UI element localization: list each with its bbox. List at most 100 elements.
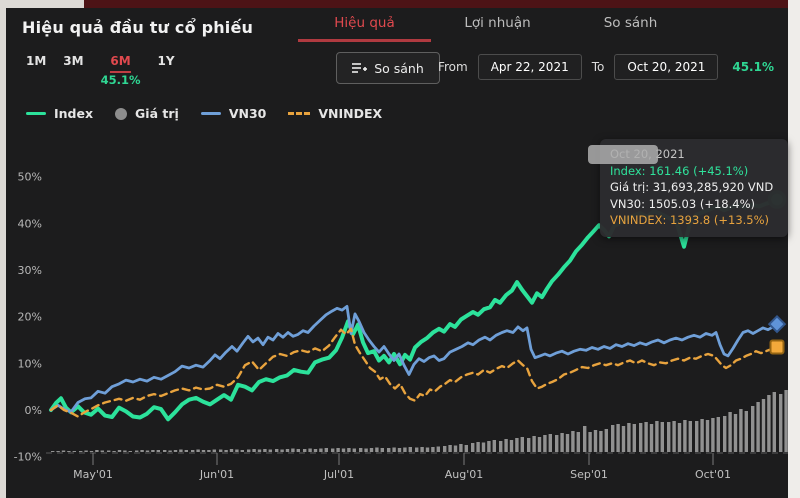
volume-bar xyxy=(555,435,559,452)
compare-button[interactable]: So sánh xyxy=(336,52,440,84)
volume-bar xyxy=(352,448,356,452)
vnindex-dash-swatch xyxy=(288,112,311,115)
volume-bar xyxy=(145,450,150,452)
volume-bar xyxy=(408,447,412,452)
volume-bar xyxy=(677,423,682,452)
volume-bar xyxy=(700,419,704,452)
y-axis-label: 30% xyxy=(18,264,42,277)
volume-bar xyxy=(509,440,514,452)
from-date-input[interactable]: Apr 22, 2021 xyxy=(477,54,582,80)
volume-bar xyxy=(168,450,172,452)
range-3m[interactable]: 3M xyxy=(63,54,84,68)
range-6m[interactable]: 6M 45.1% xyxy=(100,54,141,87)
tab-hieu-qua[interactable]: Hiệu quả xyxy=(298,8,431,42)
browser-top-strip xyxy=(84,0,790,9)
chart-area[interactable]: 50% 40% 30% 20% 10% 0% -10% May'01 Jun'01 Jul'01 A… xyxy=(6,134,788,498)
volume-bar xyxy=(252,449,256,452)
volume-bar xyxy=(593,430,598,452)
volume-bar xyxy=(89,451,94,452)
vn30-line-swatch xyxy=(200,112,221,115)
volume-bar xyxy=(627,423,631,452)
legend-vnindex[interactable]: VNINDEX xyxy=(288,106,382,121)
volume-bar xyxy=(425,447,430,452)
to-date-input[interactable]: Oct 20, 2021 xyxy=(614,54,719,80)
volume-bar xyxy=(135,450,139,452)
volume-bar xyxy=(632,424,636,452)
volume-bar xyxy=(448,445,452,452)
volume-bar xyxy=(84,450,88,452)
volume-bar xyxy=(644,422,648,452)
legend-vnindex-label: VNINDEX xyxy=(318,106,383,121)
volume-bar xyxy=(688,421,692,452)
volume-bar xyxy=(336,448,340,452)
legend-index[interactable]: Index xyxy=(26,106,93,121)
volume-bar xyxy=(207,450,211,452)
vn30-end-marker xyxy=(767,314,787,334)
compare-button-label: So sánh xyxy=(374,60,424,76)
tooltip-index-row: Index: 161.46 (+45.1%) xyxy=(610,163,749,178)
index-line-swatch xyxy=(26,112,46,115)
volume-bar xyxy=(761,399,766,452)
volume-bar xyxy=(224,450,228,452)
volume-bar xyxy=(235,449,239,452)
volume-bar xyxy=(459,444,463,452)
volume-bar xyxy=(51,451,55,452)
volume-bar xyxy=(257,449,262,452)
volume-bar xyxy=(319,448,323,452)
volume-bar xyxy=(733,414,738,452)
volume-bar xyxy=(240,450,244,452)
range-selector: 1M 3M 6M 45.1% 1Y xyxy=(26,54,175,87)
volume-bar xyxy=(291,448,295,452)
x-axis-label: Sep'01 xyxy=(570,468,608,481)
controls-row: 1M 3M 6M 45.1% 1Y So sánh From Apr 22, xyxy=(6,46,788,104)
legend-gia-tri[interactable]: Giá trị xyxy=(115,106,179,121)
volume-bar xyxy=(476,442,480,452)
range-1m[interactable]: 1M xyxy=(26,54,47,68)
volume-bar xyxy=(487,441,491,452)
volume-bar xyxy=(347,448,351,452)
screen-edge-right xyxy=(788,0,800,498)
volume-bar xyxy=(548,434,552,452)
page-title: Hiệu quả đầu tư cổ phiếu xyxy=(22,17,254,37)
volume-bar xyxy=(492,440,496,452)
y-axis-label: 20% xyxy=(18,311,42,324)
x-axis-label: Jul'01 xyxy=(323,468,354,481)
volume-bar xyxy=(397,448,402,452)
volume-bar xyxy=(532,436,536,452)
volume-bar xyxy=(481,442,486,452)
volume-bar xyxy=(285,449,290,452)
volume-bar xyxy=(520,437,524,452)
volume-bar xyxy=(655,421,659,452)
tooltip-vn30-row: VN30: 1505.03 (+18.4%) xyxy=(610,196,755,211)
volume-bar xyxy=(576,432,580,452)
range-1y[interactable]: 1Y xyxy=(157,54,175,68)
volume-bar xyxy=(431,447,435,452)
volume-bar xyxy=(616,424,620,452)
tab-loi-nhuan[interactable]: Lợi nhuận xyxy=(464,15,531,31)
volume-bar xyxy=(212,449,216,452)
performance-panel: Hiệu quả đầu tư cổ phiếu Hiệu quả Lợi nh… xyxy=(6,8,788,498)
legend-vn30[interactable]: VN30 xyxy=(200,106,266,121)
volume-bar xyxy=(504,439,508,452)
volume-bar xyxy=(464,445,468,452)
volume-bar xyxy=(543,435,547,452)
volume-bar xyxy=(415,447,419,452)
x-axis-label: May'01 xyxy=(73,468,113,481)
volume-bar xyxy=(471,443,475,452)
volume-bar xyxy=(280,449,284,452)
volume-bar xyxy=(219,449,223,452)
gia-tri-dot-swatch xyxy=(115,107,128,120)
tab-so-sanh[interactable]: So sánh xyxy=(603,15,658,31)
vnindex-line xyxy=(49,327,779,418)
volume-bar xyxy=(140,450,144,452)
volume-bar xyxy=(100,450,104,452)
y-axis-label: -10% xyxy=(14,451,42,464)
volume-bar xyxy=(639,423,643,452)
volume-bar xyxy=(660,422,664,452)
volume-bar xyxy=(359,448,363,452)
volume-bar xyxy=(784,390,788,452)
volume-bar xyxy=(436,446,440,452)
volume-bar xyxy=(201,450,206,452)
volume-bar xyxy=(599,431,603,452)
y-axis-label: 40% xyxy=(18,217,42,230)
